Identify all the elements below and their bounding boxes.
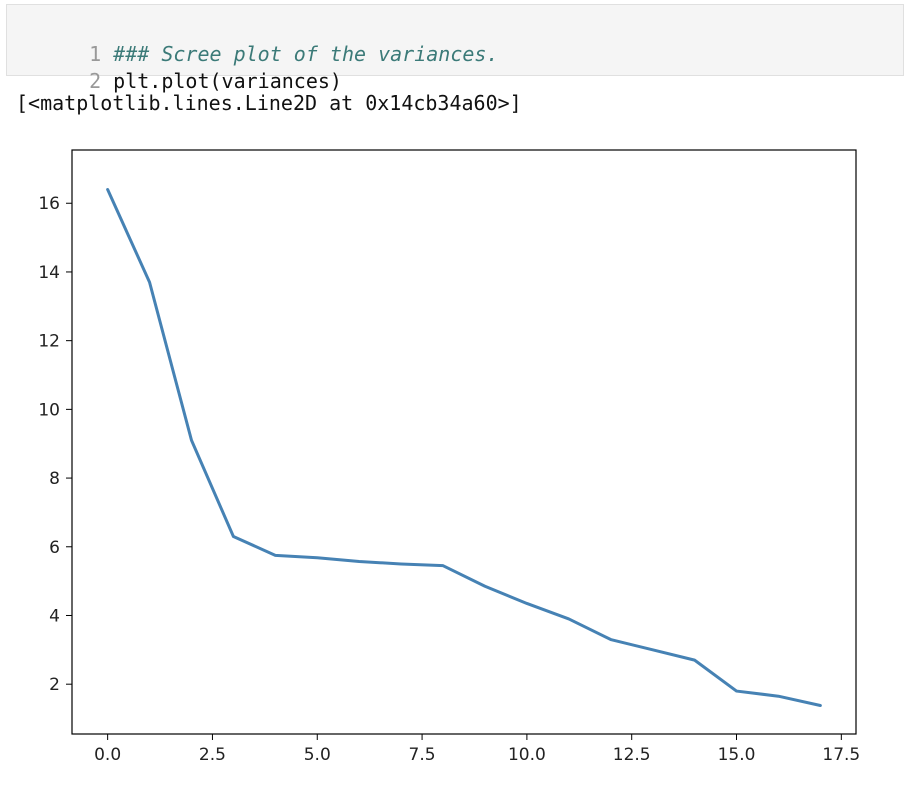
code-line-1: 1 ### Scree plot of the variances. bbox=[7, 15, 498, 66]
y-tick-label: 14 bbox=[38, 263, 60, 283]
y-tick-label: 12 bbox=[38, 332, 60, 352]
x-tick-label: 10.0 bbox=[508, 745, 546, 765]
line-chart: 0.0 2.5 5.0 7.5 10.0 12.5 15.0 17.5 2 4 6 8 10 12 14 16 bbox=[38, 149, 860, 765]
x-tick-label: 5.0 bbox=[304, 745, 331, 765]
y-tick-label: 6 bbox=[49, 538, 60, 558]
x-tick-label: 2.5 bbox=[199, 745, 226, 765]
x-tick-label: 0.0 bbox=[94, 745, 121, 765]
plot-area: 0.0 2.5 5.0 7.5 10.0 12.5 15.0 17.5 2 4 6 8 10 12 14 16 bbox=[38, 149, 860, 765]
plot-frame bbox=[71, 149, 857, 735]
x-tick-label: 15.0 bbox=[718, 745, 756, 765]
y-tick-label: 4 bbox=[49, 606, 60, 626]
x-tick-label: 12.5 bbox=[613, 745, 651, 765]
y-tick-label: 16 bbox=[38, 194, 60, 214]
code-comment: ### Scree plot of the variances. bbox=[113, 42, 499, 66]
x-tick-label: 7.5 bbox=[409, 745, 436, 765]
code-cell[interactable]: 1 ### Scree plot of the variances. 2 plt.p… bbox=[6, 4, 904, 93]
code-statement: plt.plot(variances) bbox=[113, 69, 342, 93]
code-line-2: 2 plt.plot(variances) bbox=[7, 42, 342, 93]
x-tick-label: 17.5 bbox=[822, 745, 860, 765]
line-number: 2 bbox=[89, 69, 102, 93]
series-line bbox=[106, 188, 822, 707]
y-tick-label: 8 bbox=[49, 469, 60, 489]
cell-output-text: [<matplotlib.lines.Line2D at 0x14cb34a60… bbox=[16, 91, 522, 115]
line-number: 1 bbox=[89, 42, 102, 66]
y-tick-label: 2 bbox=[49, 675, 60, 695]
y-tick-label: 10 bbox=[38, 400, 60, 420]
